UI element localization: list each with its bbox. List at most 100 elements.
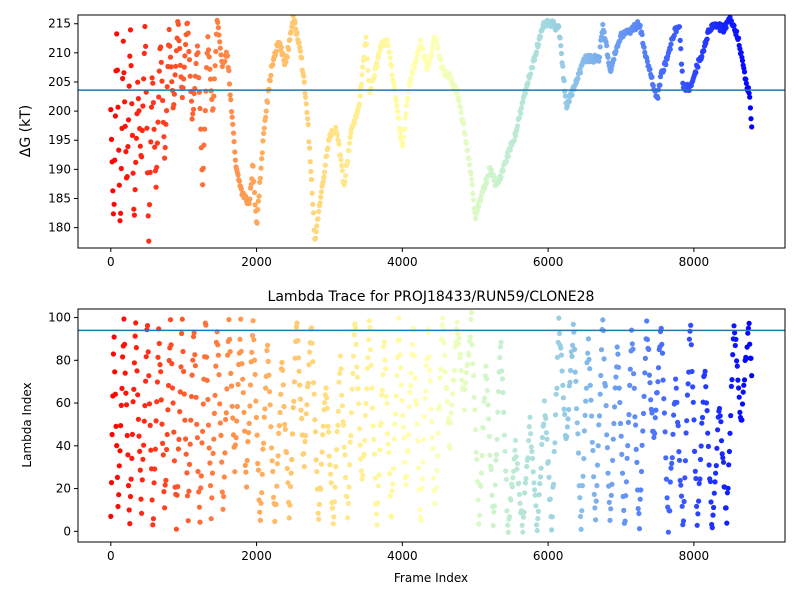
lambda-trace-point (437, 375, 443, 381)
lambda-trace-point (547, 496, 553, 502)
lambda-trace-point (736, 394, 742, 400)
lambda-trace-point (608, 506, 614, 512)
delta-g-point (261, 125, 267, 131)
delta-g-point (125, 117, 132, 123)
lambda-trace-point (617, 420, 624, 427)
lambda-trace-point (455, 331, 461, 337)
lambda-trace-point (532, 492, 538, 498)
lambda-trace-point (367, 325, 373, 331)
lambda-trace-point (597, 391, 603, 397)
lambda-trace-point (709, 525, 715, 531)
lambda-trace-point (344, 494, 350, 500)
lambda-trace-point (267, 402, 273, 408)
lambda-trace-point (419, 485, 425, 491)
delta-g-point (673, 29, 679, 35)
lambda-trace-point (673, 376, 679, 382)
delta-g-point (558, 50, 565, 57)
delta-g-point (639, 31, 645, 38)
lambda-trace-point (310, 380, 317, 386)
delta-g-point (129, 132, 135, 138)
lambda-trace-point (610, 457, 616, 463)
lambda-trace-point (534, 527, 540, 534)
delta-g-point (110, 188, 116, 194)
lambda-trace-point (382, 357, 388, 363)
lambda-trace-point (669, 455, 675, 461)
delta-g-point (118, 165, 124, 172)
delta-g-point (257, 175, 263, 181)
delta-g-point (297, 48, 303, 54)
lambda-trace-point (682, 475, 688, 481)
lambda-trace-point (641, 393, 647, 399)
lambda-trace-point (269, 458, 275, 464)
lambda-trace-point (209, 495, 215, 501)
lambda-trace-point (110, 351, 116, 357)
delta-g-point (255, 198, 261, 204)
delta-g-point (150, 100, 156, 106)
lambda-trace-point (435, 430, 441, 436)
lambda-trace-point (194, 421, 200, 427)
delta-g-point (533, 49, 540, 55)
delta-g-point (267, 78, 273, 84)
lambda-trace-point (697, 456, 704, 463)
lambda-trace-point (165, 407, 171, 413)
lambda-trace-point (357, 442, 363, 448)
delta-g-point (435, 43, 441, 49)
lambda-trace-point (206, 445, 212, 451)
lambda-trace-point (392, 421, 398, 427)
lambda-trace-point (493, 452, 500, 458)
lambda-trace-point (149, 497, 155, 503)
lambda-trace-point (619, 451, 625, 457)
lambda-trace-point (554, 385, 560, 391)
delta-g-point (641, 44, 647, 50)
delta-g-point (321, 174, 327, 180)
lambda-trace-point (717, 413, 723, 419)
lambda-trace-point (113, 423, 119, 429)
delta-g-point (226, 68, 232, 74)
lambda-trace-point (596, 413, 603, 419)
delta-g-point (308, 177, 315, 183)
delta-g-point (187, 73, 193, 79)
lambda-trace-point (345, 500, 351, 507)
lambda-trace-x-tick-label: 6000 (533, 549, 564, 563)
lambda-trace-point (723, 505, 729, 511)
lambda-trace-point (674, 399, 680, 405)
delta-g-point (227, 92, 233, 98)
delta-g-point (184, 20, 191, 26)
delta-g-point (190, 106, 197, 112)
delta-g-point (171, 102, 177, 108)
delta-g-point (141, 50, 147, 57)
lambda-trace-point (404, 473, 410, 479)
lambda-trace-point (137, 448, 143, 454)
lambda-trace-point (664, 495, 670, 501)
lambda-trace-point (724, 490, 731, 496)
delta-g-point (225, 53, 231, 59)
lambda-trace-point (572, 369, 578, 375)
lambda-trace-point (423, 362, 429, 369)
lambda-trace-point (739, 417, 745, 423)
lambda-trace-point (188, 417, 194, 423)
lambda-trace-point (568, 367, 574, 374)
lambda-trace-point (391, 436, 397, 442)
delta-g-point (196, 75, 202, 81)
delta-g-point (290, 15, 296, 19)
lambda-trace-point (711, 504, 717, 511)
lambda-trace-point (696, 498, 702, 504)
delta-g-point (393, 98, 399, 104)
lambda-trace-point (254, 432, 260, 438)
lambda-trace-point (469, 310, 475, 316)
delta-g-point (217, 45, 223, 51)
lambda-trace-point (739, 401, 746, 407)
delta-g-point (135, 96, 141, 102)
lambda-trace-point (509, 484, 515, 490)
delta-g-point (183, 41, 189, 48)
lambda-trace-point (295, 355, 301, 361)
lambda-trace-point (403, 482, 409, 488)
lambda-trace-point (486, 433, 492, 440)
lambda-trace-point (558, 352, 565, 358)
lambda-trace-point (408, 370, 414, 376)
lambda-trace-point (484, 388, 490, 394)
delta-g-point (143, 43, 149, 49)
lambda-trace-point (118, 423, 124, 429)
delta-g-point (358, 81, 364, 87)
lambda-trace-point (577, 513, 584, 520)
